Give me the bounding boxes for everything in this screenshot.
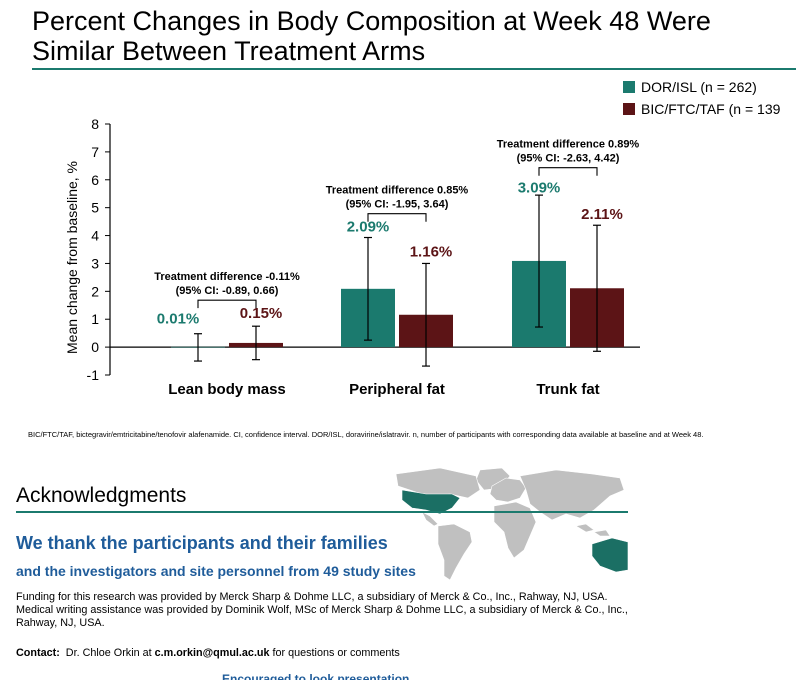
cut-off-text: Encouraged to look presentation (222, 672, 410, 680)
confidence-interval-label: (95% CI: -0.89, 0.66) (176, 285, 279, 297)
treatment-difference-label: Treatment difference 0.85% (326, 185, 469, 197)
legend-label: DOR/ISL (n = 262) (641, 79, 757, 95)
y-tick-label: 7 (91, 144, 99, 160)
confidence-interval-label: (95% CI: -2.63, 4.42) (517, 153, 620, 165)
australia-highlight (591, 537, 628, 573)
asia-shape (519, 469, 625, 521)
confidence-interval-label: (95% CI: -1.95, 3.64) (346, 199, 449, 211)
contact-email[interactable]: c.m.orkin@qmul.ac.uk (154, 647, 270, 659)
contact-name: Dr. Chloe Orkin at (65, 647, 152, 659)
category-label: Lean body mass (168, 381, 286, 398)
data-label-bic-ftc-taf: 2.11% (581, 206, 623, 223)
contact-tail: for questions or comments (272, 647, 400, 659)
treatment-difference-label: Treatment difference 0.89% (497, 139, 640, 151)
category-label: Peripheral fat (349, 381, 445, 398)
europe-shape (489, 477, 527, 503)
y-tick-label: 5 (91, 200, 99, 216)
acknowledgments-divider (16, 511, 628, 513)
category-label: Trunk fat (536, 381, 599, 398)
contact-line: Contact: Dr. Chloe Orkin at c.m.orkin@qm… (16, 647, 400, 659)
y-tick-label: 8 (91, 116, 99, 132)
data-label-dor-isl: 2.09% (347, 218, 390, 235)
legend-label: BIC/FTC/TAF (n = 139 (641, 101, 781, 117)
central-america-shape (421, 511, 439, 527)
y-tick-label: 3 (91, 255, 99, 271)
y-tick-label: 6 (91, 172, 99, 188)
body-composition-bar-chart: -1 0 1 2 3 4 5 6 7 8 Mean change from baseline, % 0… (64, 79, 781, 398)
y-tick-label: 4 (91, 228, 99, 244)
legend-swatch-bic-ftc-taf (623, 103, 635, 115)
thanks-investigators: and the investigators and site personnel… (16, 563, 416, 579)
thanks-participants: We thank the participants and their fami… (16, 533, 388, 553)
data-label-bic-ftc-taf: 1.16% (410, 243, 453, 260)
y-tick-label: 2 (91, 283, 99, 299)
comparison-bracket (367, 213, 427, 222)
slide-title: Percent Changes in Body Composition at W… (32, 6, 711, 66)
world-map-study-sites (395, 468, 628, 580)
africa-shape (493, 501, 537, 559)
canada-shape (395, 468, 481, 499)
treatment-difference-label: Treatment difference -0.11% (154, 271, 300, 283)
contact-label: Contact: (16, 647, 60, 659)
se-asia-islands-shape (575, 523, 611, 537)
y-tick-label: 0 (91, 339, 99, 355)
y-tick-label: 1 (91, 311, 99, 327)
data-label-dor-isl: 3.09% (518, 179, 561, 196)
data-label-dor-isl: 0.01% (157, 310, 200, 327)
legend-swatch-dor-isl (623, 81, 635, 93)
data-label-bic-ftc-taf: 0.15% (240, 305, 283, 322)
comparison-bracket (538, 167, 598, 176)
funding-statement: Funding for this research was provided b… (16, 591, 628, 629)
y-axis-title: Mean change from baseline, % (64, 161, 80, 354)
y-tick-label: -1 (87, 367, 100, 383)
abbreviations-footnote: BIC/FTC/TAF, bictegravir/emtricitabine/t… (28, 430, 704, 439)
south-america-shape (437, 523, 473, 580)
acknowledgments-heading: Acknowledgments (16, 484, 187, 507)
title-divider (32, 68, 796, 70)
comparison-bracket (197, 299, 257, 309)
